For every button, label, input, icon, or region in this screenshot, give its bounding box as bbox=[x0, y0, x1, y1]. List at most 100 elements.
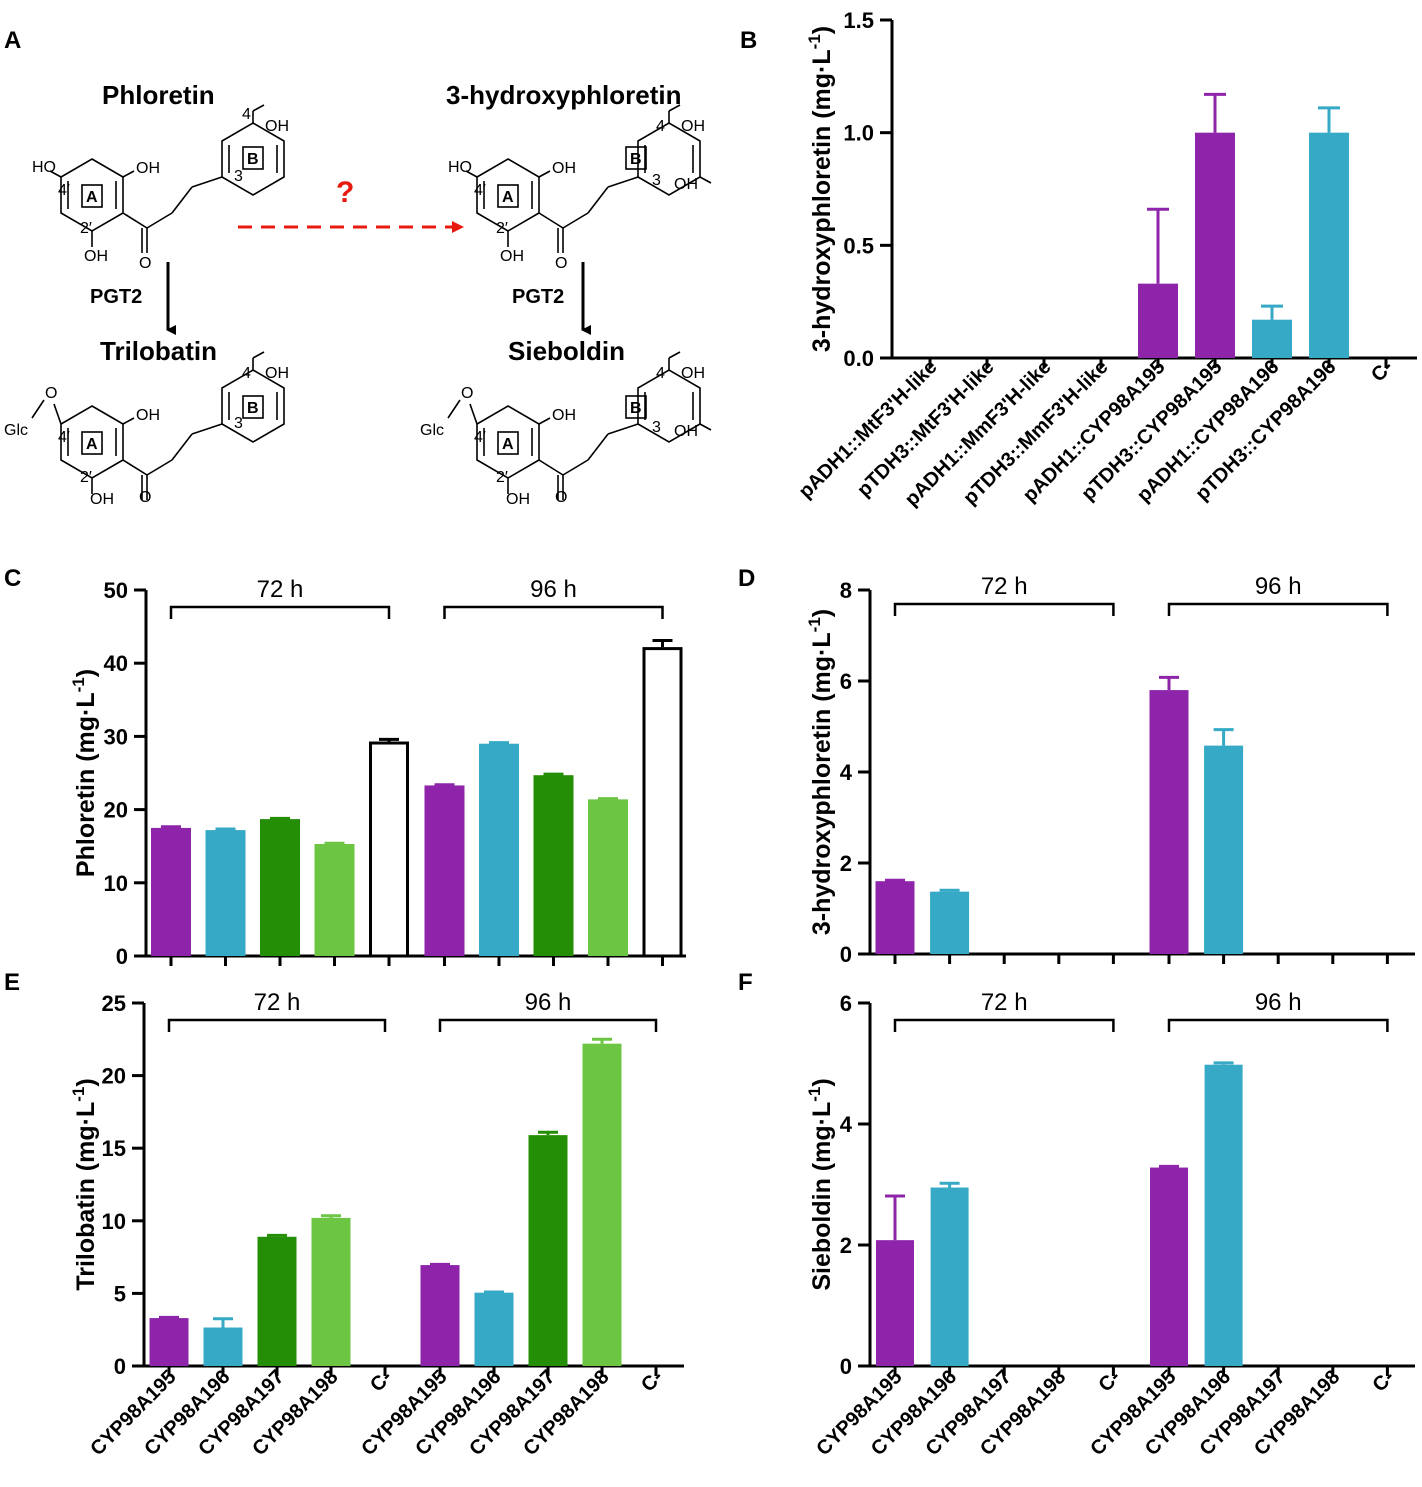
ring-label-a: A bbox=[502, 436, 514, 453]
x-category-label: C- bbox=[1367, 356, 1397, 386]
panel-label-d: D bbox=[738, 565, 755, 592]
atom-label: OH bbox=[265, 118, 289, 135]
y-tick-label: 6 bbox=[840, 669, 852, 694]
group-label: 96 h bbox=[525, 989, 572, 1016]
y-axis-title-sup: -1 bbox=[805, 617, 824, 632]
group-bracket bbox=[1167, 1018, 1389, 1032]
atom-label: HO bbox=[32, 159, 56, 176]
atom-label: O bbox=[555, 255, 567, 272]
bar bbox=[149, 1318, 189, 1366]
enzyme-label-right: PGT2 bbox=[512, 286, 564, 308]
y-tick-label: 30 bbox=[104, 724, 128, 749]
atom-label: OH bbox=[265, 365, 289, 382]
y-axis-title-main: Trilobatin (mg·L bbox=[72, 1102, 100, 1291]
panel-label-b: B bbox=[740, 27, 757, 54]
y-axis-title-sup: -1 bbox=[69, 1087, 88, 1102]
atom-label: O bbox=[139, 489, 151, 506]
atom-label: OH bbox=[674, 176, 698, 193]
y-axis-title-tail: ) bbox=[72, 669, 100, 677]
y-tick-label: 20 bbox=[104, 798, 128, 823]
atom-label: 3 bbox=[234, 415, 243, 432]
y-tick-label: 20 bbox=[102, 1064, 126, 1089]
atom-label: 4 bbox=[656, 118, 665, 135]
bar bbox=[151, 827, 191, 956]
y-tick-label: 10 bbox=[102, 1209, 126, 1234]
y-axis-title-tail: ) bbox=[808, 26, 836, 34]
enzyme-label-left: PGT2 bbox=[90, 286, 142, 308]
y-axis-title: Phloretin (mg·L-1) bbox=[69, 669, 100, 877]
atom-label: 3 bbox=[234, 168, 243, 185]
group-label: 96 h bbox=[530, 576, 577, 603]
bar bbox=[260, 819, 300, 956]
atom-label: OH bbox=[681, 118, 705, 135]
y-axis-title-main: Sieboldin (mg·L bbox=[808, 1102, 836, 1291]
atom-label: 4 bbox=[656, 365, 665, 382]
group-bracket bbox=[893, 1018, 1115, 1032]
group-bracket bbox=[893, 602, 1115, 616]
phloretin-name: Phloretin bbox=[102, 80, 215, 110]
y-axis-title-sup: -1 bbox=[69, 677, 88, 692]
bar bbox=[1252, 319, 1292, 358]
group-label: 72 h bbox=[257, 576, 304, 603]
y-axis-title-tail: ) bbox=[72, 1078, 100, 1086]
group-bracket bbox=[169, 605, 391, 619]
trilobatin-name: Trilobatin bbox=[100, 336, 217, 366]
bar bbox=[528, 1135, 568, 1366]
atom-label: OH bbox=[500, 248, 524, 265]
bar bbox=[474, 1292, 514, 1366]
atom-label: 2′ bbox=[496, 220, 508, 237]
atom-label: OH bbox=[136, 160, 160, 177]
x-category-label: C- bbox=[1094, 1366, 1124, 1396]
y-tick-label: 0.0 bbox=[843, 346, 874, 371]
bar bbox=[1309, 132, 1349, 358]
bar bbox=[875, 881, 915, 954]
panel-label-e: E bbox=[4, 969, 20, 996]
atom-label: OH bbox=[674, 423, 698, 440]
y-tick-label: 8 bbox=[840, 578, 852, 603]
group-bracket bbox=[443, 605, 664, 619]
chart-b-hydroxyphloretin-constructs: 0.00.51.01.53-hydroxyphloretin (mg·L-1)p… bbox=[795, 8, 1417, 511]
ring-label-b: B bbox=[630, 400, 642, 417]
y-tick-label: 6 bbox=[840, 991, 852, 1016]
y-tick-label: 4 bbox=[840, 760, 853, 785]
ring-label-a: A bbox=[86, 189, 98, 206]
atom-label: Glc bbox=[420, 422, 444, 439]
atom-label: OH bbox=[552, 407, 576, 424]
y-tick-label: 10 bbox=[104, 871, 128, 896]
atom-label: OH bbox=[552, 160, 576, 177]
y-tick-label: 0 bbox=[840, 1354, 852, 1379]
panel-label-f: F bbox=[738, 969, 753, 996]
ring-label-a: A bbox=[502, 189, 514, 206]
bar bbox=[420, 1265, 460, 1366]
y-axis-title: 3-hydroxyphloretin (mg·L-1) bbox=[805, 609, 836, 935]
group-label: 72 h bbox=[981, 573, 1028, 600]
atom-label: 2′ bbox=[80, 469, 92, 486]
atom-label: 2′ bbox=[80, 220, 92, 237]
atom-label: OH bbox=[90, 491, 114, 508]
y-axis-title-sup: -1 bbox=[805, 34, 824, 49]
y-tick-label: 15 bbox=[102, 1136, 126, 1161]
y-tick-label: 5 bbox=[114, 1281, 126, 1306]
group-label: 72 h bbox=[981, 989, 1028, 1016]
x-category-label: C- bbox=[637, 1366, 667, 1396]
group-label: 72 h bbox=[254, 989, 301, 1016]
bar bbox=[205, 830, 246, 956]
bar bbox=[314, 844, 355, 956]
atom-label: 4 bbox=[242, 106, 251, 123]
group-bracket bbox=[1167, 602, 1389, 616]
trilobatin-structure: O Glc OH OH O OH 4′ 2′ 4 3 A B bbox=[4, 351, 289, 508]
phloretin-structure: HO OH OH O OH 4′ 2′ 4 3 A B bbox=[32, 104, 289, 272]
bar bbox=[1149, 690, 1189, 954]
ring-label-b: B bbox=[630, 151, 642, 168]
atom-label: 4′ bbox=[474, 182, 486, 199]
atom-label: 4′ bbox=[58, 182, 70, 199]
group-bracket bbox=[167, 1018, 387, 1032]
bar bbox=[876, 1240, 914, 1366]
x-category-label: C- bbox=[1368, 1366, 1398, 1396]
atom-label: Glc bbox=[4, 422, 28, 439]
atom-label: HO bbox=[448, 159, 472, 176]
y-tick-label: 40 bbox=[104, 651, 128, 676]
bar bbox=[1204, 1064, 1243, 1366]
x-category-label: C- bbox=[366, 1366, 396, 1396]
bar bbox=[1204, 745, 1244, 954]
